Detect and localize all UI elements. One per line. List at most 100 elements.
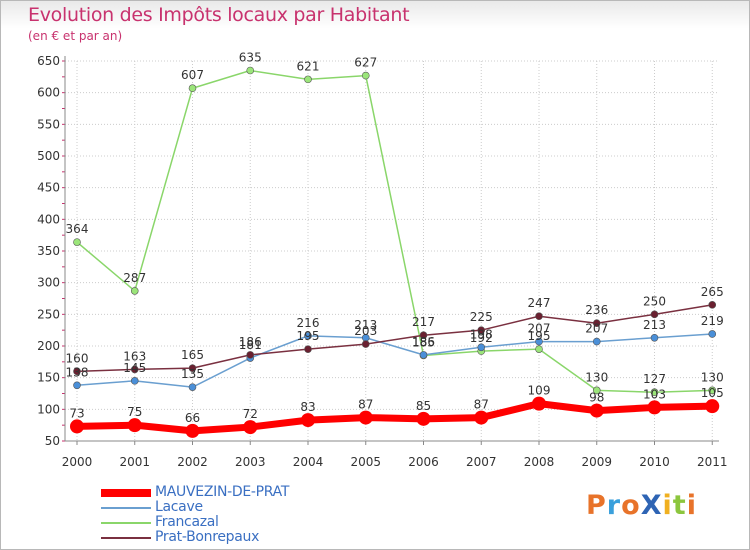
data-point: [361, 340, 370, 348]
data-label: 75: [127, 405, 142, 419]
data-label: 213: [354, 318, 377, 332]
data-point: [361, 71, 370, 80]
data-label: 225: [470, 310, 493, 324]
series-line: [76, 304, 713, 373]
data-point: [419, 351, 428, 359]
data-point: [130, 377, 139, 385]
data-point: [416, 411, 431, 426]
x-tick-label: 2009: [581, 455, 612, 469]
data-point: [246, 351, 255, 359]
x-tick-label: 2005: [350, 455, 381, 469]
x-tick-label: 2006: [408, 455, 439, 469]
logo-letter: i: [686, 490, 697, 521]
data-label: 83: [300, 400, 315, 414]
data-point: [419, 331, 428, 340]
x-tick-label: 2001: [119, 455, 150, 469]
legend-label: Francazal: [155, 514, 219, 530]
data-label: 195: [297, 329, 320, 343]
data-point: [650, 310, 659, 319]
data-label: 217: [412, 315, 435, 329]
chart-title: Evolution des Impôts locaux par Habitant: [28, 4, 410, 26]
y-tick-label: 200: [37, 339, 60, 353]
data-label: 145: [123, 361, 146, 375]
y-tick-label: 400: [37, 212, 60, 226]
data-point: [647, 400, 662, 415]
legend-swatch: [101, 537, 151, 539]
data-label: 621: [297, 59, 320, 73]
legend-label: MAUVEZIN-DE-PRAT: [155, 484, 290, 500]
data-label: 73: [69, 406, 84, 420]
data-label: 66: [185, 411, 200, 425]
legend-swatch: [101, 507, 151, 509]
data-point: [358, 410, 373, 425]
data-label: 130: [585, 370, 608, 384]
data-label: 635: [239, 51, 262, 65]
data-label: 87: [358, 398, 373, 412]
data-point: [185, 423, 200, 438]
y-tick-label: 300: [37, 276, 60, 290]
x-tick-label: 2011: [697, 455, 728, 469]
series-line: [76, 69, 713, 393]
y-tick-label: 500: [37, 149, 60, 163]
x-tick-label: 2003: [235, 455, 266, 469]
x-tick-label: 2007: [466, 455, 497, 469]
x-tick-label: 2002: [177, 455, 208, 469]
x-tick-label: 2004: [293, 455, 324, 469]
data-label: 103: [643, 387, 666, 401]
axis-layer: 50 100 150 200 250 300 350 400 450 500 550 600 650 20…: [37, 54, 727, 469]
y-tick-label: 450: [37, 181, 60, 195]
data-point: [127, 418, 142, 433]
data-point: [73, 381, 81, 390]
legend-label: Lacave: [155, 499, 203, 515]
y-tick-label: 150: [37, 371, 60, 385]
data-label: 85: [416, 399, 431, 413]
data-label: 236: [585, 303, 608, 317]
data-label: 627: [354, 56, 377, 70]
logo-letter: i: [662, 490, 673, 521]
data-label: 216: [297, 316, 320, 330]
data-point: [592, 386, 601, 395]
data-label: 87: [474, 398, 489, 412]
data-label: 72: [243, 407, 258, 421]
grid-layer: [65, 60, 719, 442]
y-tick-label: 600: [37, 86, 60, 100]
data-label: 198: [470, 327, 493, 341]
y-tick-label: 250: [37, 307, 60, 321]
data-point: [188, 84, 197, 93]
data-point: [246, 66, 255, 75]
data-label: 127: [643, 372, 666, 386]
y-tick-label: 100: [37, 402, 60, 416]
data-label: 186: [412, 335, 435, 349]
y-tick-label: 550: [37, 117, 60, 131]
data-label: 186: [239, 335, 262, 349]
data-label: 185: [412, 336, 435, 350]
legend-swatch: [101, 522, 151, 524]
data-label: 163: [123, 349, 146, 363]
data-point: [592, 337, 601, 346]
data-point: [304, 332, 312, 340]
data-label: 207: [528, 322, 551, 336]
data-point: [477, 326, 486, 334]
data-label: 192: [470, 331, 493, 345]
data-point: [535, 337, 543, 346]
data-point: [705, 399, 720, 414]
logo-letter: r: [606, 490, 622, 521]
data-point: [477, 343, 486, 352]
data-point: [535, 312, 543, 321]
data-label: 195: [528, 329, 551, 343]
data-point: [73, 367, 81, 376]
data-point: [243, 420, 258, 435]
data-label: 219: [701, 314, 724, 328]
series-line: [73, 400, 716, 435]
data-point: [188, 383, 197, 391]
y-tick-label: 50: [45, 434, 60, 448]
data-point: [304, 75, 312, 84]
data-point: [592, 319, 601, 328]
logo-letter: t: [672, 490, 687, 521]
proxiti-logo: ProXiti: [586, 490, 697, 521]
data-point: [708, 330, 717, 338]
data-point: [650, 333, 659, 342]
data-point: [535, 345, 543, 353]
